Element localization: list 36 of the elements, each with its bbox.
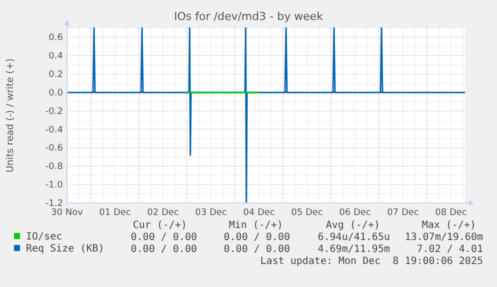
text: 0.00 / 0.00 <box>130 232 197 243</box>
text: Avg (-/+) <box>326 220 380 231</box>
text: Min (-/+) <box>228 220 283 231</box>
text: 0.00 / 0.00 <box>224 232 290 243</box>
text: Max (-/+) <box>422 220 476 231</box>
text: 7.02 / 4.01 <box>416 244 483 255</box>
legend-label: IO/sec <box>26 232 62 242</box>
text: 0.00 / 0.00 <box>224 244 290 255</box>
text: 0.00 / 0.00 <box>130 244 197 255</box>
x-tick-label: 04 Dec <box>243 208 275 218</box>
y-tick-label: -0.4 <box>45 125 64 136</box>
legend-label: Req Size (KB) <box>26 244 104 254</box>
text: 6.94u/41.65u <box>318 232 390 243</box>
x-tick-label: 30 Nov <box>51 208 84 218</box>
y-tick-label: 0.2 <box>48 70 63 80</box>
y-tick-label: -1.0 <box>45 180 64 191</box>
x-tick-label: 07 Dec <box>387 208 419 218</box>
y-axis-title: Units read (-) / write (+) <box>5 58 16 173</box>
y-tick-label: -1.2 <box>45 199 63 209</box>
text: Cur (-/+) <box>132 220 187 231</box>
y-tick-label: -0.8 <box>45 162 64 172</box>
x-tick-label: 03 Dec <box>195 208 227 218</box>
text: Last update: Mon Dec 8 19:00:06 2025 <box>260 256 483 267</box>
x-tick-label: 01 Dec <box>99 208 131 218</box>
y-tick-label: 0.6 <box>48 33 64 44</box>
text: 4.69m/11.95m <box>318 244 390 255</box>
y-tick-label: 0.0 <box>48 88 64 98</box>
y-tick-label: -0.2 <box>45 106 63 117</box>
y-tick-label: -0.6 <box>45 144 64 154</box>
x-tick-label: 08 Dec <box>435 208 467 218</box>
chart-title: IOs for /dev/md3 - by week <box>174 10 324 23</box>
x-tick-label: 02 Dec <box>147 208 179 218</box>
y-tick-label: 0.4 <box>48 52 64 62</box>
text: 13.07m/19.60m <box>404 232 483 243</box>
x-tick-label: 05 Dec <box>291 208 323 218</box>
x-tick-label: 06 Dec <box>339 208 371 218</box>
